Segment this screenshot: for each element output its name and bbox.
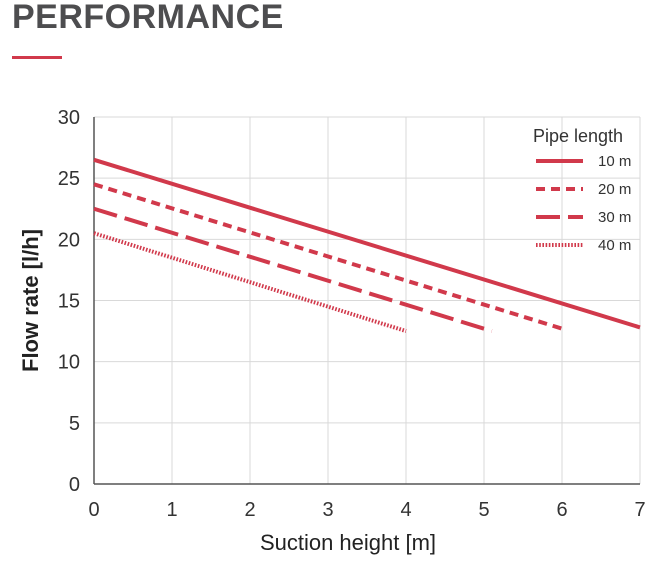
x-tick-label: 7 [634,499,645,521]
legend-label: 30 m [598,209,631,226]
legend-label: 10 m [598,153,631,170]
x-tick-label: 6 [556,499,567,521]
y-tick-label: 20 [58,229,80,251]
x-tick-label: 1 [166,499,177,521]
legend: Pipe length 10 m 20 m 30 m 40 m [533,126,631,254]
x-axis-label: Suction height [m] [260,530,436,555]
y-axis-label: Flow rate [l/h] [18,229,43,372]
y-tick-label: 30 [58,107,80,129]
series-lines [93,157,641,333]
title-accent-bar [12,56,62,59]
x-tick-label: 2 [244,499,255,521]
series-line-40m [93,231,407,333]
y-tick-label: 15 [58,291,80,313]
series-line-20m [93,182,563,331]
legend-title: Pipe length [533,126,623,146]
axes: 0 1 2 3 4 5 6 7 0 5 10 15 20 25 30 [58,107,646,521]
legend-label: 40 m [598,237,631,254]
grid [94,116,641,484]
y-tick-label: 10 [58,352,80,374]
y-tick-label: 0 [69,474,80,496]
x-tick-label: 3 [322,499,333,521]
x-tick-label: 4 [400,499,411,521]
y-tick-label: 25 [58,168,80,190]
legend-label: 20 m [598,181,631,198]
x-tick-label: 0 [88,499,99,521]
page-title: PERFORMANCE [12,0,284,36]
series-line-30m [93,206,493,333]
series-line-10m [93,157,641,330]
x-tick-label: 5 [478,499,489,521]
y-tick-label: 5 [69,413,80,435]
